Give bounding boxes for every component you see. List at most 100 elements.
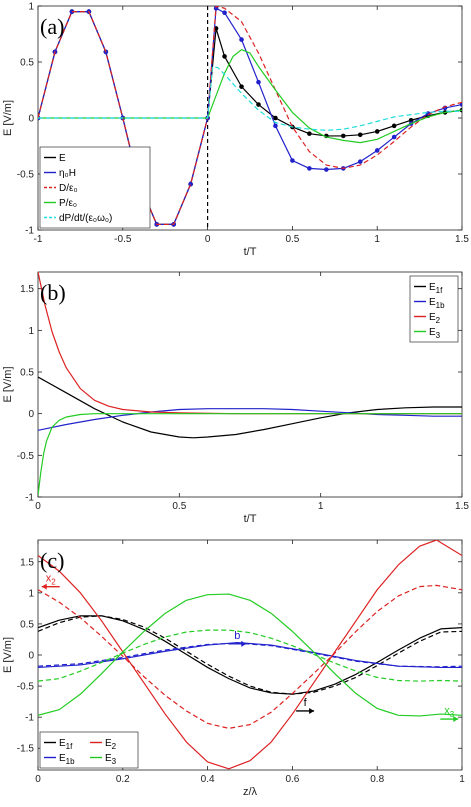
series-line-D/ε₀ (38, 6, 462, 225)
panel-label: (b) (40, 280, 66, 305)
y-tick-label: -1 (25, 226, 34, 237)
y-tick-label: 0.5 (20, 58, 34, 69)
y-tick-label: 0 (28, 114, 34, 125)
series-line-E1b-dashed (38, 642, 462, 668)
series-point-η₀H (324, 167, 329, 172)
x-tick-label: 0 (205, 234, 211, 245)
x-tick-label: 1.5 (455, 234, 469, 245)
x-tick-label: 0 (35, 774, 41, 785)
legend-label: E1b (59, 753, 75, 766)
series-point-E (256, 102, 261, 107)
legend-label: E1f (429, 282, 443, 295)
y-tick-label: 1 (28, 588, 34, 599)
x-tick-label: 1 (374, 234, 380, 245)
x-tick-label: 0 (35, 501, 41, 512)
legend: E1f E1b E2 E3 (39, 731, 139, 769)
series-line-E1f-dashed (38, 615, 462, 695)
legend-box (39, 731, 139, 769)
annotation-arrow-head (41, 583, 47, 590)
y-axis-label: E [V/m] (2, 637, 14, 673)
y-tick-label: 1 (28, 2, 34, 13)
legend-box (39, 146, 151, 229)
series-point-η₀H (459, 102, 462, 107)
x-tick-label: 1 (318, 501, 324, 512)
legend-label: E2 (105, 738, 117, 751)
axes-frame (37, 271, 463, 498)
legend-label: E3 (105, 753, 117, 766)
annotation-label: x2 (46, 573, 57, 587)
y-tick-label: 1.5 (20, 284, 34, 295)
series-line-E3 (38, 413, 462, 496)
series-point-η₀H (213, 6, 219, 11)
series-line-E3-dashed (38, 629, 462, 682)
legend-label: E (59, 153, 66, 164)
y-tick-label: 0.5 (20, 619, 34, 630)
y-tick-label: -1 (25, 493, 34, 504)
annotation-arrow-head (453, 716, 459, 723)
x-tick-label: 1.5 (455, 501, 469, 512)
x-tick-label: 0.4 (201, 774, 215, 785)
y-tick-label: 1 (28, 326, 34, 337)
series-line-E3 (38, 593, 462, 717)
y-tick-label: 0 (28, 651, 34, 662)
legend-label: E1b (429, 297, 445, 310)
series-point-η₀H (188, 181, 193, 187)
panel-label: (c) (40, 548, 64, 573)
x-axis-label: t/T (244, 246, 257, 258)
series-point-E (239, 84, 244, 89)
x-tick-label: -0.5 (114, 234, 132, 245)
series-line-E1f (38, 615, 462, 695)
y-axis-label: E [V/m] (2, 100, 14, 136)
annotation-label: x3 (444, 705, 455, 719)
legend-label: E1f (59, 738, 73, 751)
y-axis-label: E [V/m] (2, 366, 14, 402)
series-point-E (357, 132, 363, 138)
x-tick-label: 0.8 (370, 774, 384, 785)
legend-label: E3 (429, 327, 441, 340)
series-point-η₀H (256, 79, 261, 85)
series-line-E2 (38, 540, 462, 770)
series-point-η₀H (290, 158, 295, 163)
series-line-E1f (38, 376, 462, 439)
annotation-label: f (304, 697, 308, 709)
series-point-η₀H (391, 134, 397, 140)
legend-label: P/ε₀ (59, 198, 77, 209)
series-point-E (273, 115, 278, 121)
series-point-E (307, 131, 312, 136)
annotation-arrow-head (309, 707, 315, 714)
series-line-E2 (38, 272, 462, 415)
x-tick-label: 0.2 (116, 774, 130, 785)
panel-label: (a) (40, 14, 64, 39)
series-point-η₀H (357, 159, 363, 164)
x-axis-label: t/T (244, 513, 257, 525)
x-tick-label: 0.5 (285, 234, 299, 245)
annotation-label: b (234, 630, 240, 642)
series-point-E (340, 133, 346, 139)
x-tick-label: 0.5 (172, 501, 186, 512)
y-tick-label: 0.5 (20, 368, 34, 379)
series-line-E1b (38, 641, 462, 669)
legend-label: E2 (429, 312, 441, 325)
series-line-dP/dt/(ε₀ω₀) (38, 65, 462, 131)
panel-2: 0 0.2 0.4 0.6 0.8 1 -1.5 -1 -0.5 0 0.5 1 1.5 z/λ E [V/… (2, 539, 465, 798)
annotation-arrow-head (241, 640, 247, 647)
x-tick-label: 1 (459, 774, 465, 785)
legend-label: dP/dt/(ε₀ω₀) (59, 213, 112, 224)
series-line-η₀H (38, 7, 462, 225)
legend-label: η₀H (59, 168, 76, 179)
series-point-E (374, 129, 380, 134)
y-tick-label: -0.5 (17, 170, 35, 181)
y-tick-label: -1 (25, 713, 34, 724)
series-point-E (222, 54, 227, 59)
series-line-P/ε₀ (38, 49, 462, 144)
series-point-η₀H (222, 10, 227, 16)
x-tick-label: -1 (34, 234, 43, 245)
series-point-η₀H (273, 123, 278, 129)
legend-label: D/ε₀ (59, 183, 78, 194)
series-point-E (391, 123, 397, 129)
y-tick-label: 0 (28, 409, 34, 420)
series-point-η₀H (239, 37, 244, 42)
